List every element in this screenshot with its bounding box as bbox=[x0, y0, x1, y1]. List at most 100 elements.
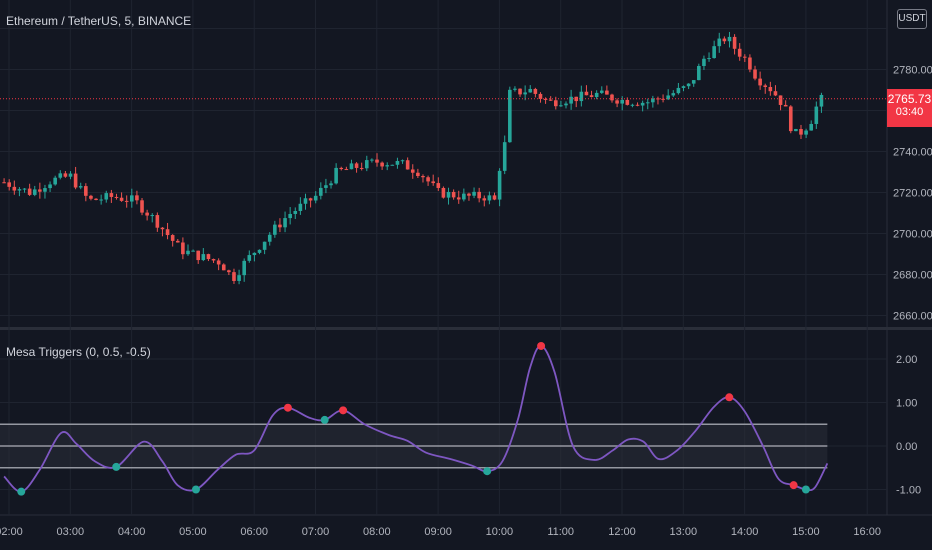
candle-body[interactable] bbox=[651, 98, 655, 103]
trough-marker[interactable] bbox=[801, 485, 810, 494]
candle-body[interactable] bbox=[748, 57, 752, 70]
indicator-title[interactable]: Mesa Triggers (0, 0.5, -0.5) bbox=[6, 345, 151, 359]
candle-body[interactable] bbox=[104, 193, 109, 200]
candle-body[interactable] bbox=[78, 186, 83, 188]
candle-body[interactable] bbox=[390, 164, 395, 166]
candle-body[interactable] bbox=[732, 36, 737, 49]
candle-body[interactable] bbox=[502, 142, 507, 171]
candle-body[interactable] bbox=[421, 176, 425, 178]
trough-marker[interactable] bbox=[483, 467, 492, 476]
candle-body[interactable] bbox=[410, 169, 415, 173]
candle-body[interactable] bbox=[727, 36, 732, 42]
indicator-pane[interactable] bbox=[0, 341, 829, 496]
candle-body[interactable] bbox=[605, 90, 609, 95]
candle-body[interactable] bbox=[472, 191, 476, 196]
candle-body[interactable] bbox=[446, 191, 451, 198]
candle-body[interactable] bbox=[344, 169, 349, 171]
candle-body[interactable] bbox=[477, 191, 481, 199]
candle-body[interactable] bbox=[278, 224, 282, 228]
candle-body[interactable] bbox=[778, 95, 783, 105]
candle-body[interactable] bbox=[84, 186, 88, 196]
candle-body[interactable] bbox=[232, 272, 236, 281]
candle-body[interactable] bbox=[375, 159, 379, 163]
candle-body[interactable] bbox=[395, 160, 400, 165]
candle-body[interactable] bbox=[758, 78, 762, 86]
candle-body[interactable] bbox=[400, 160, 405, 162]
peak-marker[interactable] bbox=[283, 403, 292, 412]
candle-body[interactable] bbox=[564, 103, 568, 106]
candle-body[interactable] bbox=[32, 189, 37, 195]
candle-body[interactable] bbox=[436, 183, 441, 188]
candle-body[interactable] bbox=[227, 270, 231, 273]
candle-body[interactable] bbox=[94, 198, 98, 200]
trough-marker[interactable] bbox=[17, 487, 26, 496]
trough-marker[interactable] bbox=[112, 462, 121, 471]
candle-body[interactable] bbox=[196, 250, 201, 261]
candle-body[interactable] bbox=[594, 92, 599, 98]
price-pane[interactable] bbox=[0, 31, 887, 285]
candle-body[interactable] bbox=[181, 242, 185, 255]
pane-separator[interactable] bbox=[0, 327, 932, 330]
trough-marker[interactable] bbox=[320, 415, 329, 424]
candle-body[interactable] bbox=[324, 185, 328, 188]
candle-body[interactable] bbox=[237, 275, 241, 281]
candle-body[interactable] bbox=[38, 189, 42, 192]
candle-body[interactable] bbox=[548, 99, 553, 101]
candle-body[interactable] bbox=[584, 91, 589, 96]
candle-body[interactable] bbox=[635, 104, 640, 106]
candle-body[interactable] bbox=[175, 240, 180, 243]
candle-body[interactable] bbox=[119, 197, 124, 201]
candle-body[interactable] bbox=[625, 99, 630, 105]
candle-body[interactable] bbox=[385, 165, 390, 167]
candle-body[interactable] bbox=[768, 87, 773, 92]
candle-body[interactable] bbox=[313, 195, 318, 201]
candle-body[interactable] bbox=[17, 189, 22, 191]
candle-body[interactable] bbox=[329, 183, 333, 186]
candle-body[interactable] bbox=[538, 93, 543, 99]
candle-body[interactable] bbox=[722, 38, 727, 42]
candle-body[interactable] bbox=[579, 91, 584, 102]
candle-body[interactable] bbox=[814, 106, 819, 124]
candle-body[interactable] bbox=[247, 255, 252, 261]
candle-body[interactable] bbox=[349, 163, 354, 170]
candle-body[interactable] bbox=[620, 99, 625, 104]
candle-body[interactable] bbox=[257, 249, 262, 253]
candle-body[interactable] bbox=[513, 88, 517, 90]
candle-body[interactable] bbox=[58, 173, 63, 178]
candle-body[interactable] bbox=[114, 196, 119, 198]
candle-body[interactable] bbox=[416, 172, 420, 177]
candle-body[interactable] bbox=[743, 56, 747, 58]
candle-body[interactable] bbox=[339, 167, 344, 170]
candle-body[interactable] bbox=[686, 83, 691, 87]
candle-body[interactable] bbox=[53, 177, 57, 185]
candle-body[interactable] bbox=[487, 195, 492, 201]
candle-body[interactable] bbox=[170, 235, 175, 241]
candle-body[interactable] bbox=[191, 250, 195, 252]
peak-marker[interactable] bbox=[789, 481, 798, 490]
candle-body[interactable] bbox=[267, 234, 272, 242]
candle-body[interactable] bbox=[354, 163, 359, 168]
candle-body[interactable] bbox=[27, 188, 32, 195]
candle-body[interactable] bbox=[364, 160, 369, 169]
symbol-title[interactable]: Ethereum / TetherUS, 5, BINANCE bbox=[6, 14, 192, 28]
candle-body[interactable] bbox=[804, 130, 808, 135]
candle-body[interactable] bbox=[615, 100, 619, 104]
candle-body[interactable] bbox=[7, 182, 12, 187]
candle-body[interactable] bbox=[211, 259, 216, 261]
candle-body[interactable] bbox=[799, 128, 803, 135]
candle-body[interactable] bbox=[426, 177, 430, 182]
candle-body[interactable] bbox=[48, 184, 52, 189]
candle-body[interactable] bbox=[262, 241, 267, 250]
candle-body[interactable] bbox=[135, 195, 139, 201]
currency-button[interactable]: USDT bbox=[897, 9, 927, 29]
candle-body[interactable] bbox=[12, 186, 17, 191]
candle-body[interactable] bbox=[380, 162, 384, 167]
candle-body[interactable] bbox=[288, 213, 292, 219]
candle-body[interactable] bbox=[543, 98, 548, 100]
candle-body[interactable] bbox=[569, 96, 573, 104]
candle-body[interactable] bbox=[405, 160, 410, 170]
candle-body[interactable] bbox=[456, 197, 461, 200]
candle-body[interactable] bbox=[206, 254, 211, 260]
candle-body[interactable] bbox=[451, 191, 456, 198]
candle-body[interactable] bbox=[737, 48, 742, 57]
